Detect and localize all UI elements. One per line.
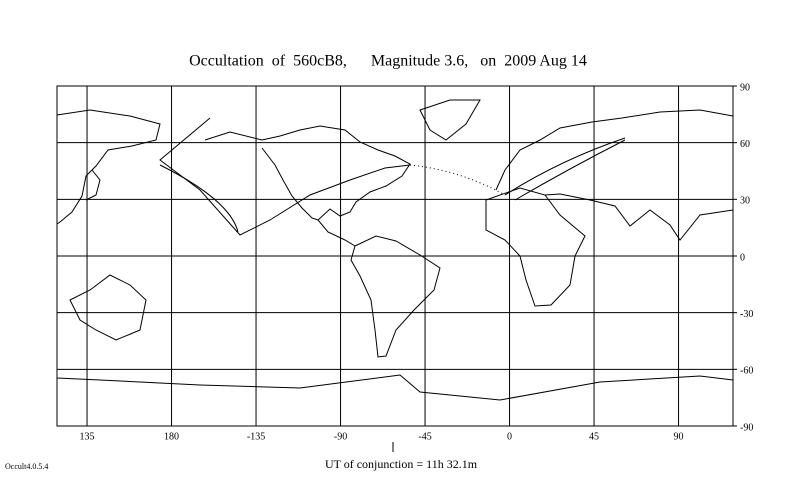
x-tick-label: 180 — [164, 431, 179, 442]
occultation-path — [159, 117, 626, 236]
coast-australia — [69, 274, 147, 341]
y-tick-label: 60 — [740, 139, 750, 150]
y-tick-label: -90 — [740, 422, 753, 433]
x-tick-label: 90 — [674, 431, 684, 442]
coast-africa — [485, 187, 586, 307]
coast-north-america — [204, 125, 411, 247]
y-tick-label: 30 — [740, 196, 750, 207]
map-title: Occultation of 560cB8, Magnitude 3.6, on… — [189, 53, 587, 70]
y-tick-label: 0 — [740, 252, 745, 263]
x-tick-label: 45 — [589, 431, 599, 442]
x-tick-label: 135 — [80, 431, 95, 442]
conjunction-label: UT of conjunction = 11h 32.1m — [325, 457, 478, 471]
coast-japan — [85, 169, 101, 201]
x-tick-label: -90 — [334, 431, 347, 442]
coast-eurasia — [495, 109, 734, 191]
y-tick-label: -30 — [740, 309, 753, 320]
path-north-limit — [159, 117, 411, 236]
x-tick-label: 0 — [507, 431, 512, 442]
coastlines — [56, 99, 734, 401]
software-version: Occult4.0.5.4 — [5, 462, 48, 471]
grid — [57, 85, 733, 427]
path-daylight — [409, 164, 506, 196]
coast-greenland — [419, 99, 481, 141]
path-east-north — [504, 137, 626, 196]
coast-antarctica — [56, 374, 734, 401]
x-tick-label: -45 — [418, 431, 431, 442]
y-tick-label: 90 — [740, 82, 750, 93]
coast-south-asia — [544, 193, 734, 241]
x-tick-label: -135 — [247, 431, 265, 442]
path-south-limit — [159, 164, 239, 233]
coast-south-america — [350, 235, 441, 358]
coast-east-asia — [56, 109, 161, 225]
coast-north-america-west — [261, 147, 319, 221]
path-east-south — [514, 139, 626, 201]
y-tick-label: -60 — [740, 366, 753, 377]
